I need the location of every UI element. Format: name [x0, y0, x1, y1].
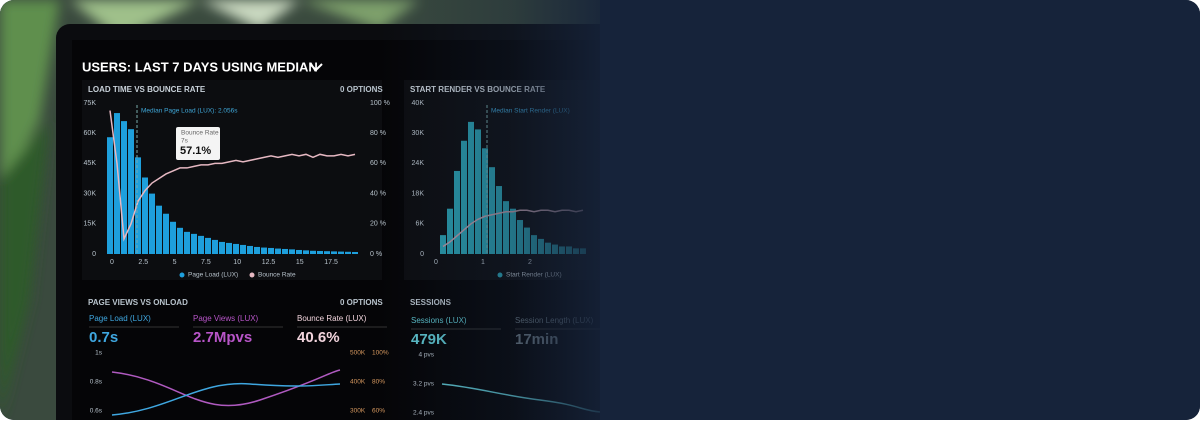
x-tick-label: 10 [233, 259, 241, 266]
metric-label: Page Views (LUX) [193, 314, 259, 323]
y3-tick-label: 60% [372, 408, 385, 415]
legend-label: Bounce Rate [258, 272, 296, 279]
legend-dot [249, 272, 255, 278]
panel-title: PAGE VIEWS VS ONLOAD [88, 298, 188, 307]
tooltip [176, 127, 220, 160]
panel-title: LOAD TIME VS BOUNCE RATE [88, 85, 206, 94]
bar [310, 250, 316, 254]
y-tick-label: 0.8s [90, 379, 103, 386]
options: 0 OPTIONS [340, 85, 383, 94]
bounce-line [109, 110, 356, 242]
bar [114, 113, 120, 254]
x-tick-label: 15 [296, 259, 304, 266]
bar [177, 227, 183, 254]
bar [352, 251, 358, 254]
bar [331, 251, 337, 254]
y2-tick-label: 300K [350, 408, 366, 415]
tooltip-value: 57.1% [180, 145, 211, 157]
bar [184, 231, 190, 254]
bar [128, 129, 134, 254]
y-tick-label: 15K [84, 221, 97, 228]
y2-tick-label: 20 % [370, 221, 386, 228]
bar [205, 237, 211, 254]
bar [191, 233, 197, 254]
metric-value: 2.7Mpvs [193, 329, 252, 346]
bar [296, 249, 302, 254]
legend-label: Page Load (LUX) [188, 272, 238, 279]
bar [135, 157, 141, 254]
leaves [0, 0, 420, 420]
y-tick-label: 45K [84, 160, 97, 167]
bar [289, 249, 295, 254]
y2-tick-label: 60 % [370, 160, 386, 167]
metric-value: 40.6% [297, 329, 340, 346]
y2-tick-label: 500K [350, 350, 366, 357]
fade-overlay [380, 0, 620, 420]
x-tick-label: 2.5 [138, 259, 148, 266]
x-tick-label: 5 [173, 259, 177, 266]
bar [142, 177, 148, 254]
bar [240, 244, 246, 254]
y3-tick-label: 80% [372, 379, 385, 386]
legend-dot [179, 272, 185, 278]
bar [121, 121, 127, 255]
bar [254, 246, 260, 254]
y2-tick-label: 80 % [370, 130, 386, 137]
x-tick-label: 7.5 [201, 259, 211, 266]
bar [163, 213, 169, 254]
bar [282, 248, 288, 254]
bar [303, 250, 309, 254]
y2-tick-label: 40 % [370, 190, 386, 197]
y-tick-label: 75K [84, 100, 97, 107]
y2-tick-label: 400K [350, 379, 366, 386]
bar [247, 245, 253, 254]
metric-value: 0.7s [89, 329, 118, 346]
bar [324, 251, 330, 254]
bar [233, 243, 239, 254]
trend [111, 369, 341, 407]
metric-label: Page Load (LUX) [89, 314, 151, 323]
bar [149, 193, 155, 254]
bar [275, 248, 281, 254]
y2-tick-label: 0 % [370, 251, 382, 258]
bar [156, 205, 162, 254]
trend [111, 382, 341, 416]
bar [261, 247, 267, 254]
background-right [600, 0, 1200, 420]
bar [170, 221, 176, 254]
x-tick-label: 12.5 [262, 259, 276, 266]
bar [268, 247, 274, 254]
bar [198, 235, 204, 254]
tooltip-label: Bounce Rate [181, 130, 219, 137]
bar [212, 239, 218, 254]
median-annotation: Median Page Load (LUX): 2.056s [141, 108, 238, 115]
y-tick-label: 60K [84, 130, 97, 137]
y-tick-label: 30K [84, 190, 97, 197]
bar [226, 242, 232, 254]
dropdown-icon [309, 63, 323, 72]
bar [317, 250, 323, 254]
bar [107, 137, 113, 254]
tooltip-sub: 7s [181, 138, 189, 145]
bar [338, 251, 344, 254]
options: 0 OPTIONS [340, 298, 383, 307]
x-tick-label: 0 [110, 259, 114, 266]
x-tick-label: 17.5 [324, 259, 338, 266]
bar [219, 241, 225, 254]
dashboard-title: USERS: LAST 7 DAYS USING MEDIAN [82, 59, 318, 74]
y-tick-label: 1s [95, 350, 103, 357]
y-tick-label: 0.6s [90, 408, 103, 415]
metric-label: Bounce Rate (LUX) [297, 314, 367, 323]
y-tick-label: 0 [92, 251, 96, 258]
y2-tick-label: 100 % [370, 100, 390, 107]
bar [345, 251, 351, 254]
